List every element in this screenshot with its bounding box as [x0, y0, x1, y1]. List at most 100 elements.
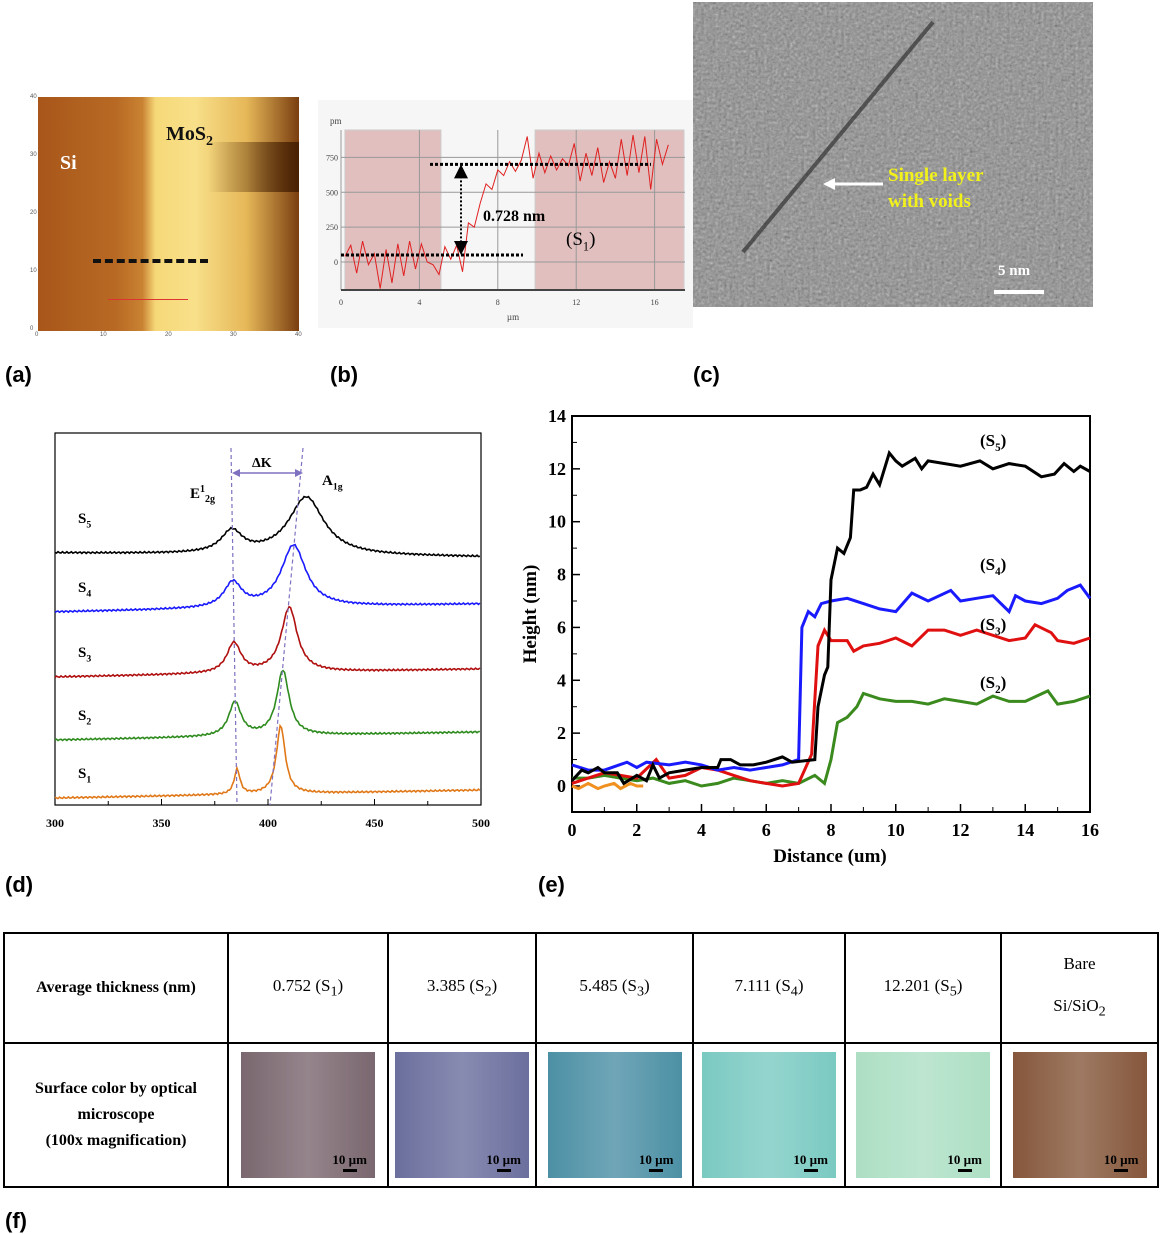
swatch-cell: 10 µm: [692, 1042, 846, 1188]
x-tick-label: 400: [259, 816, 277, 830]
arrow-left-icon: [823, 178, 835, 190]
scale-label: 10 µm: [486, 1152, 521, 1167]
x-tick-label: 500: [472, 816, 490, 830]
row-header-thickness: Average thickness (nm): [3, 932, 229, 1044]
series-label: (S4): [980, 555, 1006, 578]
y-tick-label: 4: [557, 670, 566, 690]
y-tick-label: 0: [557, 776, 566, 796]
thickness-cell: 12.201 (S5): [844, 932, 1002, 1044]
scale-bar: 10 µm: [947, 1152, 982, 1172]
x-tick-label: 0: [568, 820, 577, 840]
s: 5: [949, 983, 957, 1000]
panel-label-c: (c): [693, 362, 720, 387]
bare-cell: Bare Si/SiO2: [1000, 932, 1159, 1044]
spectrum-label: S3: [78, 645, 91, 665]
spectrum-S2: [54, 669, 480, 742]
mos2-label: MoS2: [166, 123, 213, 150]
l3: (100x magnification): [45, 1132, 187, 1149]
swatch-cell: 10 µm: [535, 1042, 694, 1188]
v: 0.752 (S: [272, 975, 331, 995]
profile-line-0: [570, 449, 1091, 786]
y-tick-label: 750: [326, 153, 338, 162]
e2g-label: E12g: [190, 484, 215, 505]
spectrum-S5: [54, 495, 481, 558]
swatch-cell: 10 µm: [227, 1042, 389, 1188]
swatch-cell: 10 µm: [844, 1042, 1002, 1188]
bare-line1: Bare: [1063, 954, 1096, 974]
v: Si/SiO: [1053, 996, 1099, 1016]
thickness-row: Average thickness (nm) 0.752 (S1) 3.385 …: [3, 932, 1159, 1044]
afm-y-tick: 40: [30, 94, 37, 100]
scale-label: 10 µm: [332, 1152, 367, 1167]
afm-dashed-line: [93, 259, 208, 263]
scale-label: 10 µm: [638, 1152, 674, 1167]
profile-line-3: [572, 689, 1091, 788]
y-tick-label: 14: [548, 406, 566, 426]
afm-image: Si MoS2: [38, 97, 299, 331]
arrow-up-icon: [454, 164, 468, 179]
annotation-line2: with voids: [888, 191, 971, 212]
spectrum-S1: [54, 723, 481, 800]
scale-line: [649, 1169, 664, 1172]
y-tick-label: 8: [557, 565, 566, 585]
series-label: (S5): [980, 431, 1006, 454]
a1g-label: A1g: [322, 473, 343, 493]
tem-scale-label: 5 nm: [998, 263, 1031, 279]
v: 12.201 (S: [883, 975, 950, 995]
y-axis-label: pm: [330, 116, 342, 126]
x-tick-label: 8: [827, 820, 836, 840]
arrow-right-icon: [295, 469, 303, 477]
s: 1: [330, 983, 338, 1000]
x-tick-label: 16: [651, 298, 659, 307]
x-tick-label: 350: [153, 816, 171, 830]
afm-dark-band: [208, 142, 299, 192]
l2: microscope: [77, 1106, 155, 1123]
optical-image-swatch: 10 µm: [241, 1052, 375, 1178]
afm-scan-line: [108, 299, 188, 300]
delta-k-label: ΔK: [252, 456, 272, 471]
thickness-profile-chart: 0 2 4 6 8 10 12 14 16 0 2 4 6 8 10 12 14 Distance (um) Hei…: [520, 406, 1099, 867]
raman-chart: 300 350 400 450 500 S5 S4 S3 S2 S1 ΔK E12g A1g: [46, 432, 490, 830]
afm-x-tick: 20: [165, 332, 172, 338]
tem-scale-bar: [994, 290, 1044, 294]
scale-line: [342, 1169, 357, 1172]
afm-y-tick: 30: [30, 152, 37, 158]
optical-image-swatch: 10 µm: [547, 1052, 682, 1178]
tem-annotation: Single layer with voids: [888, 163, 984, 215]
profile-line-4: [571, 781, 644, 791]
v: 3.385 (S: [426, 975, 485, 995]
scale-line: [803, 1169, 818, 1172]
panel-label-b: (b): [330, 362, 359, 387]
y-tick-label: 500: [326, 188, 338, 197]
arrow-down-icon: [454, 241, 468, 256]
y-tick-label: 12: [548, 459, 566, 479]
optical-image-swatch: 10 µm: [702, 1052, 836, 1178]
annotation-line1: Single layer: [888, 165, 984, 186]
thickness-cell: 3.385 (S2): [387, 932, 537, 1044]
optical-image-swatch: 10 µm: [1012, 1052, 1147, 1178]
scale-bar: 10 µm: [332, 1152, 367, 1172]
scale-label: 10 µm: [1103, 1152, 1139, 1167]
s: 4: [790, 983, 798, 1000]
tem-image: [693, 2, 1093, 307]
optical-image-swatch: 10 µm: [856, 1052, 990, 1178]
x-tick-label: 2: [632, 820, 641, 840]
c: ): [644, 975, 650, 995]
color-row: Surface color by optical microscope (100x …: [3, 1042, 1159, 1188]
a1g-guide-line: [269, 447, 304, 806]
x-tick-label: 16: [1081, 820, 1099, 840]
x-tick-label: 10: [887, 820, 905, 840]
v: 5.485 (S: [579, 975, 637, 995]
c: ): [491, 975, 498, 995]
x-axis-label: Distance (um): [773, 846, 886, 867]
afm-x-tick: 40: [295, 332, 302, 338]
bare-line2: Si/SiO2: [1002, 985, 1157, 1032]
scale-line: [496, 1169, 511, 1172]
spectrum-S4: [54, 543, 481, 614]
height-profile-chart: 0 250 500 750 0 4 8 12 16 pm µm 0.728 nm (S1): [318, 100, 693, 328]
s: 2: [484, 983, 492, 1000]
y-tick-label: 10: [548, 512, 566, 532]
panel-label-e: (e): [538, 872, 565, 897]
s: 2: [1098, 1003, 1106, 1020]
